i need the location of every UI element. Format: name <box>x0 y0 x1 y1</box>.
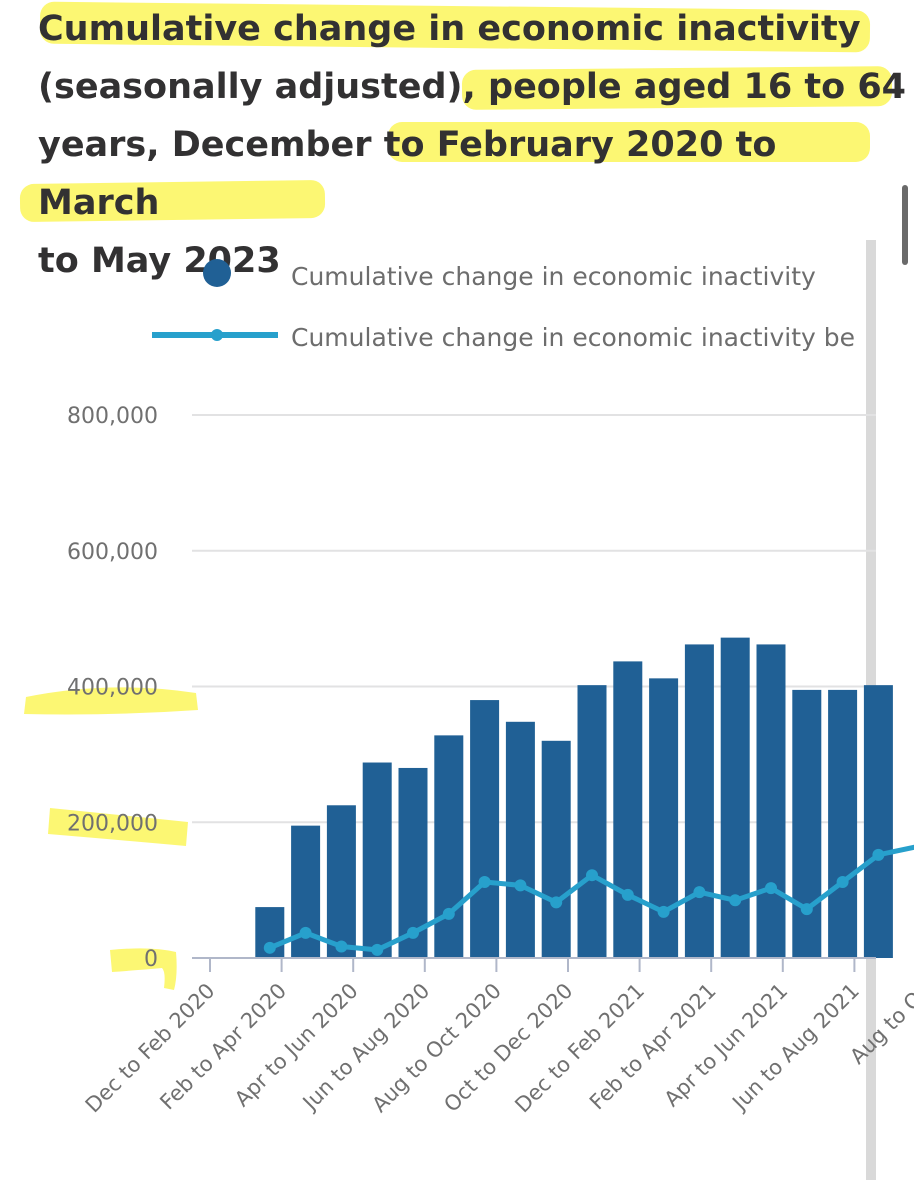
bar <box>720 637 750 958</box>
bar <box>470 700 500 958</box>
bar <box>828 689 858 958</box>
line-point <box>729 894 742 907</box>
ytick-highlight-200k <box>48 808 188 846</box>
y-tick-label: 400,000 <box>67 676 158 701</box>
y-tick-label: 200,000 <box>67 811 158 836</box>
y-tick-label: 0 <box>144 947 158 972</box>
page-scrollbar[interactable] <box>902 185 908 265</box>
bar <box>362 762 392 958</box>
line-series <box>263 844 914 956</box>
line-point <box>550 896 563 909</box>
bar <box>434 735 464 958</box>
line-point <box>586 869 598 882</box>
chart-title: Cumulative change in economic inactivity… <box>38 0 908 290</box>
title-line-4: to May 2023 <box>38 241 281 281</box>
legend-bar-label: Cumulative change in economic inactivity <box>291 262 816 291</box>
x-tick-label: Feb to Apr 2020 <box>155 979 291 1115</box>
ytick-highlight-0 <box>110 948 177 990</box>
line-point <box>872 848 885 861</box>
bar <box>684 644 714 958</box>
legend-bar-marker <box>203 259 231 287</box>
bar <box>541 740 571 958</box>
title-line-1: Cumulative change in economic inactivity <box>38 9 861 49</box>
x-tick-label: Oct to Dec 2020 <box>439 979 577 1117</box>
line-point <box>514 879 527 892</box>
line-point <box>836 875 849 888</box>
bar <box>577 685 607 958</box>
y-axis-ticks: 0 200,000 400,000 600,000 800,000 <box>67 404 158 972</box>
bar <box>863 685 893 958</box>
bar <box>505 721 535 958</box>
line-point <box>299 926 312 939</box>
bar <box>792 689 822 958</box>
line-point <box>407 926 419 939</box>
line-point <box>263 941 276 954</box>
x-tick-label: Feb to Apr 2021 <box>585 979 721 1115</box>
line-point <box>621 888 634 901</box>
line-point <box>371 943 384 956</box>
line-point <box>657 905 670 918</box>
line-point <box>800 903 813 916</box>
title-line-2: (seasonally adjusted), people aged 16 to… <box>38 67 907 107</box>
legend-line-label: Cumulative change in economic inactivity… <box>291 323 855 352</box>
line-point <box>335 940 348 953</box>
x-tick-label: Jun to Aug 2020 <box>297 979 434 1116</box>
legend-line-marker <box>211 329 223 341</box>
x-tick-label: Apr to Jun 2021 <box>660 979 793 1112</box>
bar <box>613 661 643 958</box>
line-point <box>442 907 455 920</box>
y-tick-label: 800,000 <box>67 404 158 429</box>
chart: Cumulative change in economic inactivity… <box>24 240 914 1180</box>
ytick-highlight-400k <box>24 687 198 715</box>
bar <box>756 644 786 958</box>
x-tick-label: Jun to Aug 2021 <box>726 979 863 1116</box>
x-tick-label: Apr to Jun 2020 <box>230 979 363 1112</box>
x-tick-label: Dec to Feb 2021 <box>510 979 649 1118</box>
title-line-3: years, December to February 2020 to Marc… <box>38 125 777 223</box>
bar <box>326 805 356 958</box>
x-tick-label: Dec to Feb 2020 <box>81 979 220 1118</box>
title-highlight-3 <box>388 122 870 162</box>
legend-clip-cover <box>878 310 914 360</box>
line-point <box>765 882 777 895</box>
line-point <box>478 875 491 888</box>
y-tick-label: 600,000 <box>67 540 158 565</box>
line-point <box>693 886 706 899</box>
x-tick-label: Aug to Oct 2020 <box>367 979 506 1118</box>
title-block: Cumulative change in economic inactivity… <box>0 0 914 281</box>
